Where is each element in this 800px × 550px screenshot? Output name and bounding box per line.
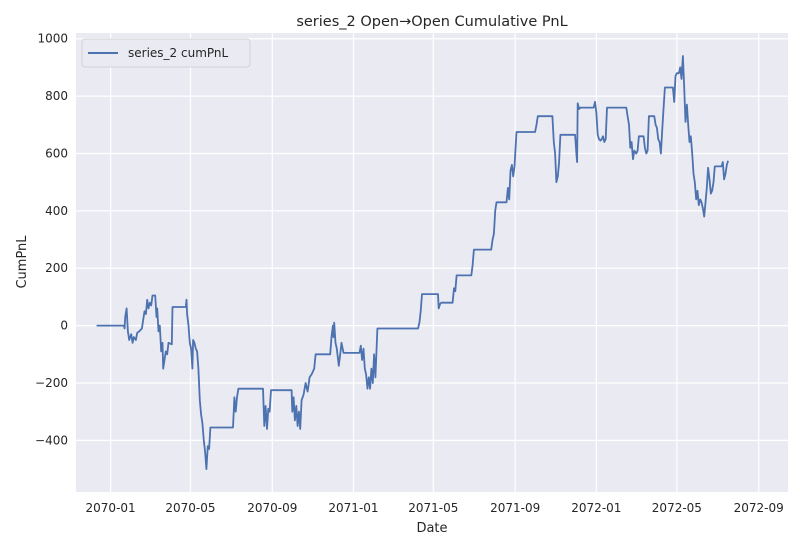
series-layer — [96, 55, 729, 470]
legend: series_2 cumPnL — [81, 38, 251, 68]
y-tick-label: 400 — [45, 204, 68, 218]
y-tick-label: 800 — [45, 89, 68, 103]
x-tick-label: 2070-05 — [165, 501, 215, 515]
x-tick-label: 2072-05 — [652, 501, 702, 515]
y-tick-label: 0 — [60, 319, 68, 333]
y-tick-label: −200 — [35, 376, 68, 390]
legend-box — [81, 38, 251, 68]
y-gridlines — [76, 38, 788, 441]
y-tick-label: 200 — [45, 261, 68, 275]
x-axis-label: Date — [416, 521, 447, 536]
plot-background — [76, 33, 788, 492]
series-line-cumpnl — [96, 55, 729, 470]
x-tick-label: 2071-01 — [328, 501, 378, 515]
y-tick-labels: 1000 800 600 400 200 0 −200 −400 — [35, 32, 68, 448]
x-tick-label: 2072-09 — [734, 501, 784, 515]
legend-label: series_2 cumPnL — [128, 46, 229, 60]
x-tick-label: 2070-01 — [86, 501, 136, 515]
chart-title: series_2 Open→Open Cumulative PnL — [296, 14, 567, 30]
y-tick-label: 1000 — [37, 32, 68, 46]
x-tick-label: 2071-05 — [408, 501, 458, 515]
x-tick-label: 2071-09 — [490, 501, 540, 515]
y-tick-label: 600 — [45, 146, 68, 160]
x-tick-label: 2072-01 — [571, 501, 621, 515]
y-tick-label: −400 — [35, 433, 68, 447]
y-axis-label: CumPnL — [15, 235, 30, 289]
x-tick-labels: 2070-01 2070-05 2070-09 2071-01 2071-05 2071-… — [86, 501, 784, 515]
x-tick-label: 2070-09 — [247, 501, 297, 515]
